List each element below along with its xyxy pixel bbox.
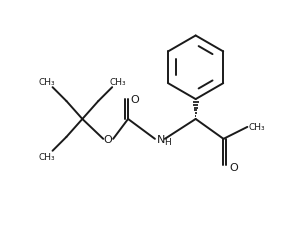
Text: N: N [157, 134, 165, 144]
Text: CH₃: CH₃ [249, 123, 266, 132]
Text: O: O [229, 162, 238, 172]
Text: O: O [131, 95, 139, 105]
Text: H: H [164, 138, 171, 147]
Text: CH₃: CH₃ [110, 77, 126, 86]
Text: CH₃: CH₃ [38, 153, 55, 162]
Text: O: O [104, 134, 113, 144]
Text: CH₃: CH₃ [38, 77, 55, 86]
